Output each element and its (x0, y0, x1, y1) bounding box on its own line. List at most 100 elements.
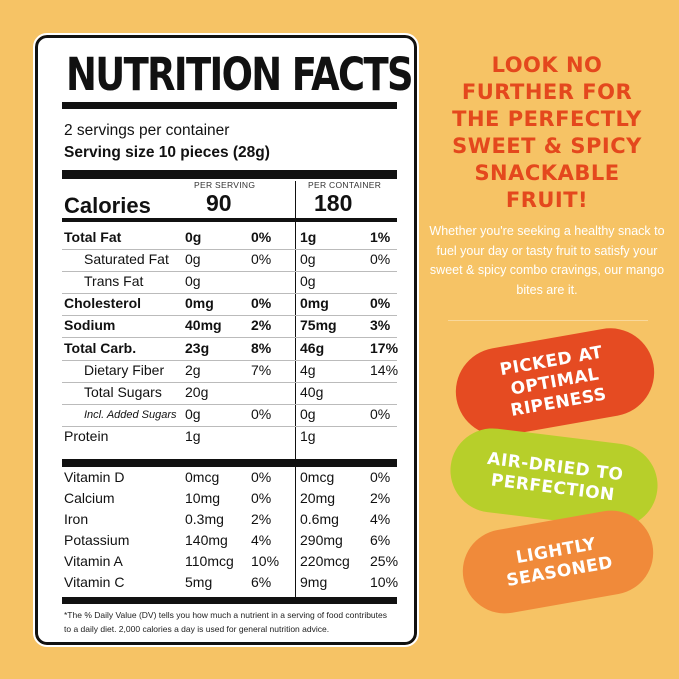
row-separator (62, 404, 397, 405)
headline-line: FURTHER FOR (461, 80, 633, 104)
vitamin-value: 9mg (300, 574, 328, 590)
vitamin-value: 10% (370, 574, 399, 590)
divider-thick (62, 459, 397, 467)
nutrient-value: 17% (370, 340, 399, 356)
row-separator (62, 249, 397, 250)
nutrient-value: 0g (185, 406, 201, 422)
servings-per-container: 2 servings per container (64, 122, 230, 139)
nutrient-row: Protein 1g 1g (64, 428, 394, 450)
nutrient-value: 0g (300, 273, 316, 289)
vitamin-value: 110mcg (185, 553, 234, 569)
nutrient-value: 20g (185, 384, 209, 400)
nutrient-value: 46g (300, 340, 325, 356)
nutrient-value: 0% (370, 295, 391, 311)
nutrient-value: 0g (185, 251, 201, 267)
nutrient-row: Total Fat 0g 0% 1g 1% (64, 229, 394, 251)
nutrient-name: Sodium (64, 317, 116, 333)
vitamin-value: 0% (251, 469, 272, 485)
badge-picked-at-optimal-ripeness: PICKED AT OPTIMAL RIPENESS (448, 321, 662, 443)
vitamin-value: 10mg (185, 490, 221, 506)
nutrient-value: 0% (251, 229, 272, 245)
row-separator (62, 315, 397, 316)
vitamin-row: Vitamin D 0mcg 0% 0mcg 0% (64, 469, 394, 491)
row-separator (62, 293, 397, 294)
footnote: *The % Daily Value (DV) tells you how mu… (64, 610, 387, 634)
vitamin-value: 6% (251, 574, 272, 590)
promo-headline: LOOK NO FURTHER FOR THE PERFECTLY SWEET … (422, 52, 672, 214)
calories-per-container: 180 (314, 190, 353, 216)
nutrient-value: 8% (251, 340, 272, 356)
nutrient-value: 40g (300, 384, 324, 400)
nutrient-value: 0% (251, 251, 272, 267)
vitamin-value: 0% (370, 469, 391, 485)
nutrient-row: Cholesterol 0mg 0% 0mg 0% (64, 295, 394, 317)
nutrient-value: 0g (300, 406, 316, 422)
calories-label: Calories (64, 193, 151, 218)
vitamin-value: 0mcg (185, 469, 220, 485)
nutrient-value: 3% (370, 317, 391, 333)
row-separator (62, 337, 397, 338)
nutrient-name: Cholesterol (64, 295, 142, 311)
nutrient-value: 2g (185, 362, 201, 378)
badge-lightly-seasoned: LIGHTLY SEASONED (456, 503, 660, 621)
nutrient-row: Saturated Fat 0g 0% 0g 0% (64, 251, 394, 273)
nutrient-name: Total Carb. (64, 340, 137, 356)
nutrient-value: 0% (370, 251, 391, 267)
nutrient-row: Dietary Fiber 2g 7% 4g 14% (64, 362, 398, 384)
nutrient-row: Sodium 40mg 2% 75mg 3% (64, 317, 394, 339)
nutrient-row: Total Sugars 20g 40g (64, 384, 394, 406)
vitamin-value: 4% (251, 532, 272, 548)
vitamin-value: 0.6mg (300, 511, 339, 527)
vitamin-value: 290mg (300, 532, 343, 548)
nutrient-row: Incl. Added Sugars 0g 0% 0g 0% (64, 406, 394, 428)
nutrient-value: 0g (185, 229, 202, 245)
vitamin-value: 20mg (300, 490, 336, 506)
column-divider (295, 181, 296, 460)
nutrient-value: 7% (251, 362, 272, 378)
vitamin-value: 0mcg (300, 469, 335, 485)
headline-line: SNACKABLE (474, 161, 620, 185)
nutrient-value: 23g (185, 340, 210, 356)
nutrient-value: 0% (251, 295, 272, 311)
header-per-serving: PER SERVING (194, 180, 256, 190)
nutrient-value: 0% (251, 406, 272, 422)
vitamin-name: Potassium (64, 532, 130, 548)
header-per-container: PER CONTAINER (308, 180, 382, 190)
nutrient-value: 1g (300, 229, 317, 245)
nutrient-name: Saturated Fat (84, 251, 169, 267)
promo-divider (448, 320, 648, 321)
promo-body: Whether you're seeking a healthy snack t… (429, 224, 665, 297)
nutrient-value: 75mg (300, 317, 337, 333)
vitamin-value: 220mcg (300, 553, 350, 569)
vitamin-value: 4% (370, 511, 391, 527)
vitamin-value: 140mg (185, 532, 228, 548)
nutrient-name: Total Fat (64, 229, 122, 245)
nutrient-value: 0% (370, 406, 391, 422)
nutrient-name: Trans Fat (84, 273, 144, 289)
vitamin-row: Calcium 10mg 0% 20mg 2% (64, 490, 394, 512)
vitamin-value: 0% (251, 490, 272, 506)
headline-line: SWEET & SPICY (452, 134, 642, 158)
headline-line: THE PERFECTLY (452, 107, 642, 131)
vitamin-name: Calcium (64, 490, 115, 506)
nutrient-value: 0g (300, 251, 316, 267)
calories-per-serving: 90 (206, 190, 232, 216)
vitamin-row: Iron 0.3mg 2% 0.6mg 4% (64, 511, 394, 533)
nutrient-name: Dietary Fiber (84, 362, 165, 378)
nutrient-value: 14% (370, 362, 399, 378)
vitamin-value: 0.3mg (185, 511, 224, 527)
nutrient-value: 1g (185, 428, 201, 444)
divider-thick (62, 597, 397, 604)
vitamin-value: 2% (251, 511, 272, 527)
nutrient-value: 2% (251, 317, 272, 333)
vitamin-value: 6% (370, 532, 391, 548)
nutrient-name: Protein (64, 428, 109, 444)
nutrient-value: 0mg (300, 295, 329, 311)
nutrient-row: Trans Fat 0g 0g (64, 273, 394, 295)
vitamin-row: Vitamin A 110mcg 10% 220mcg 25% (64, 553, 398, 575)
row-separator (62, 271, 397, 272)
vitamin-value: 2% (370, 490, 391, 506)
vitamin-name: Vitamin A (64, 553, 123, 569)
nutrition-facts-label: NUTRITION FACTS 2 servings per container… (33, 33, 419, 647)
nutrient-name: Total Sugars (84, 384, 162, 400)
